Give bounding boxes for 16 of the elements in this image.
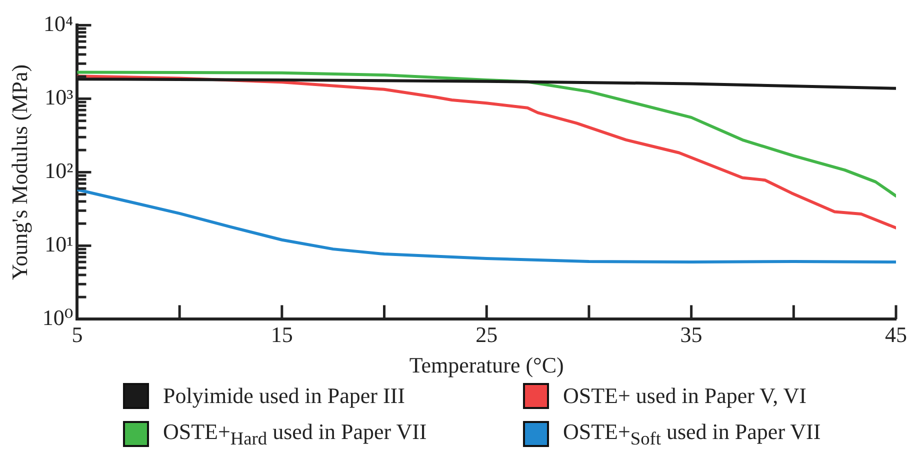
x-axis-title: Temperature (°C) [409, 352, 564, 378]
x-tick-label: 35 [680, 322, 702, 348]
legend-label: Polyimide used in Paper III [163, 383, 405, 409]
x-tick-label: 45 [885, 322, 907, 348]
x-tick-label: 15 [270, 322, 293, 348]
y-tick-label: 10¹ [44, 231, 74, 256]
y-tick-label: 10⁴ [44, 10, 74, 36]
y-tick-label: 10² [44, 158, 74, 183]
y-tick-label: 10⁰ [42, 304, 74, 330]
y-tick-label: 10³ [44, 84, 74, 110]
legend-label: OSTE+$_{Soft}$ used in Paper VII [563, 418, 821, 450]
x-tick-label: 25 [476, 322, 498, 348]
legend-label: OSTE+$_{Hard}$ used in Paper VII [163, 418, 427, 450]
legend-label: OSTE+ used in Paper V, VI [563, 383, 806, 409]
y-axis-title: Young's Modulus (MPa) [6, 64, 32, 280]
x-tick-label: 5 [72, 322, 83, 348]
